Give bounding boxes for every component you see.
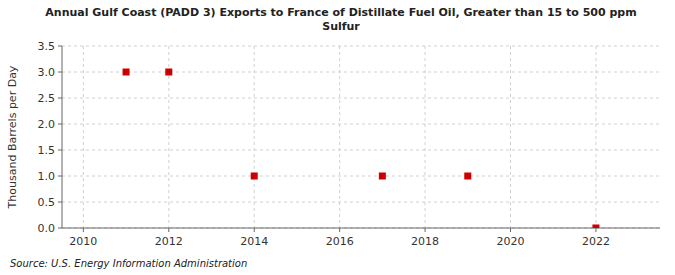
tick-label: 2010 — [69, 235, 97, 248]
tick-label: 3.0 — [38, 66, 56, 79]
title-line: Annual Gulf Coast (PADD 3) Exports to Fr… — [45, 6, 636, 19]
title-line: Sulfur — [322, 20, 360, 33]
grid-line — [62, 176, 660, 177]
grid-line — [425, 46, 426, 228]
grid-line — [62, 98, 660, 99]
point — [123, 69, 130, 76]
tick — [58, 228, 62, 229]
tick — [58, 72, 62, 73]
point — [251, 173, 258, 180]
y-axis-line — [62, 46, 63, 228]
tick — [58, 124, 62, 125]
tick-label: 2016 — [326, 235, 354, 248]
tick — [339, 228, 340, 232]
tick-label: 2012 — [155, 235, 183, 248]
grid — [62, 46, 660, 228]
grid-line — [595, 46, 596, 228]
tick-label: 3.5 — [38, 40, 56, 53]
grid-line — [339, 46, 340, 228]
tick — [168, 228, 169, 232]
grid-line — [510, 46, 511, 228]
chart: Annual Gulf Coast (PADD 3) Exports to Fr… — [0, 0, 675, 275]
grid-line — [62, 150, 660, 151]
points — [123, 69, 600, 229]
grid-line — [62, 124, 660, 125]
tick — [58, 150, 62, 151]
tick — [595, 228, 596, 232]
tick — [510, 228, 511, 232]
grid-line — [62, 202, 660, 203]
point — [464, 173, 471, 180]
tick — [58, 46, 62, 47]
tick-label: 1.5 — [38, 144, 56, 157]
point — [165, 69, 172, 76]
point — [379, 173, 386, 180]
grid-line — [83, 46, 84, 228]
point — [592, 225, 599, 229]
tick-label: 1.0 — [38, 170, 56, 183]
tick-label: 2.0 — [38, 118, 56, 131]
tick — [425, 228, 426, 232]
grid-line — [62, 46, 660, 47]
tick-label: 2022 — [582, 235, 610, 248]
tick — [83, 228, 84, 232]
x-axis-line — [62, 228, 660, 229]
title: Annual Gulf Coast (PADD 3) Exports to Fr… — [45, 6, 636, 33]
tick-label: 0.5 — [38, 196, 56, 209]
grid-line — [254, 46, 255, 228]
grid-line — [62, 228, 660, 229]
tick-label: 0.0 — [38, 222, 56, 235]
tick-label: 2018 — [411, 235, 439, 248]
tick — [58, 98, 62, 99]
source-note: Source: U.S. Energy Information Administ… — [10, 258, 247, 269]
tick-label: 2020 — [497, 235, 525, 248]
tick-label: 2014 — [240, 235, 268, 248]
tick — [254, 228, 255, 232]
tick-label: 2.5 — [38, 92, 56, 105]
tick — [58, 202, 62, 203]
y-axis-label: Thousand Barrels per Day — [6, 65, 19, 209]
tick — [58, 176, 62, 177]
grid-line — [62, 72, 660, 73]
axes: 0.0 0.5 1.0 1.5 2.0 2.5 3.0 3.5 2010 2012 2014 2016… — [38, 40, 661, 248]
